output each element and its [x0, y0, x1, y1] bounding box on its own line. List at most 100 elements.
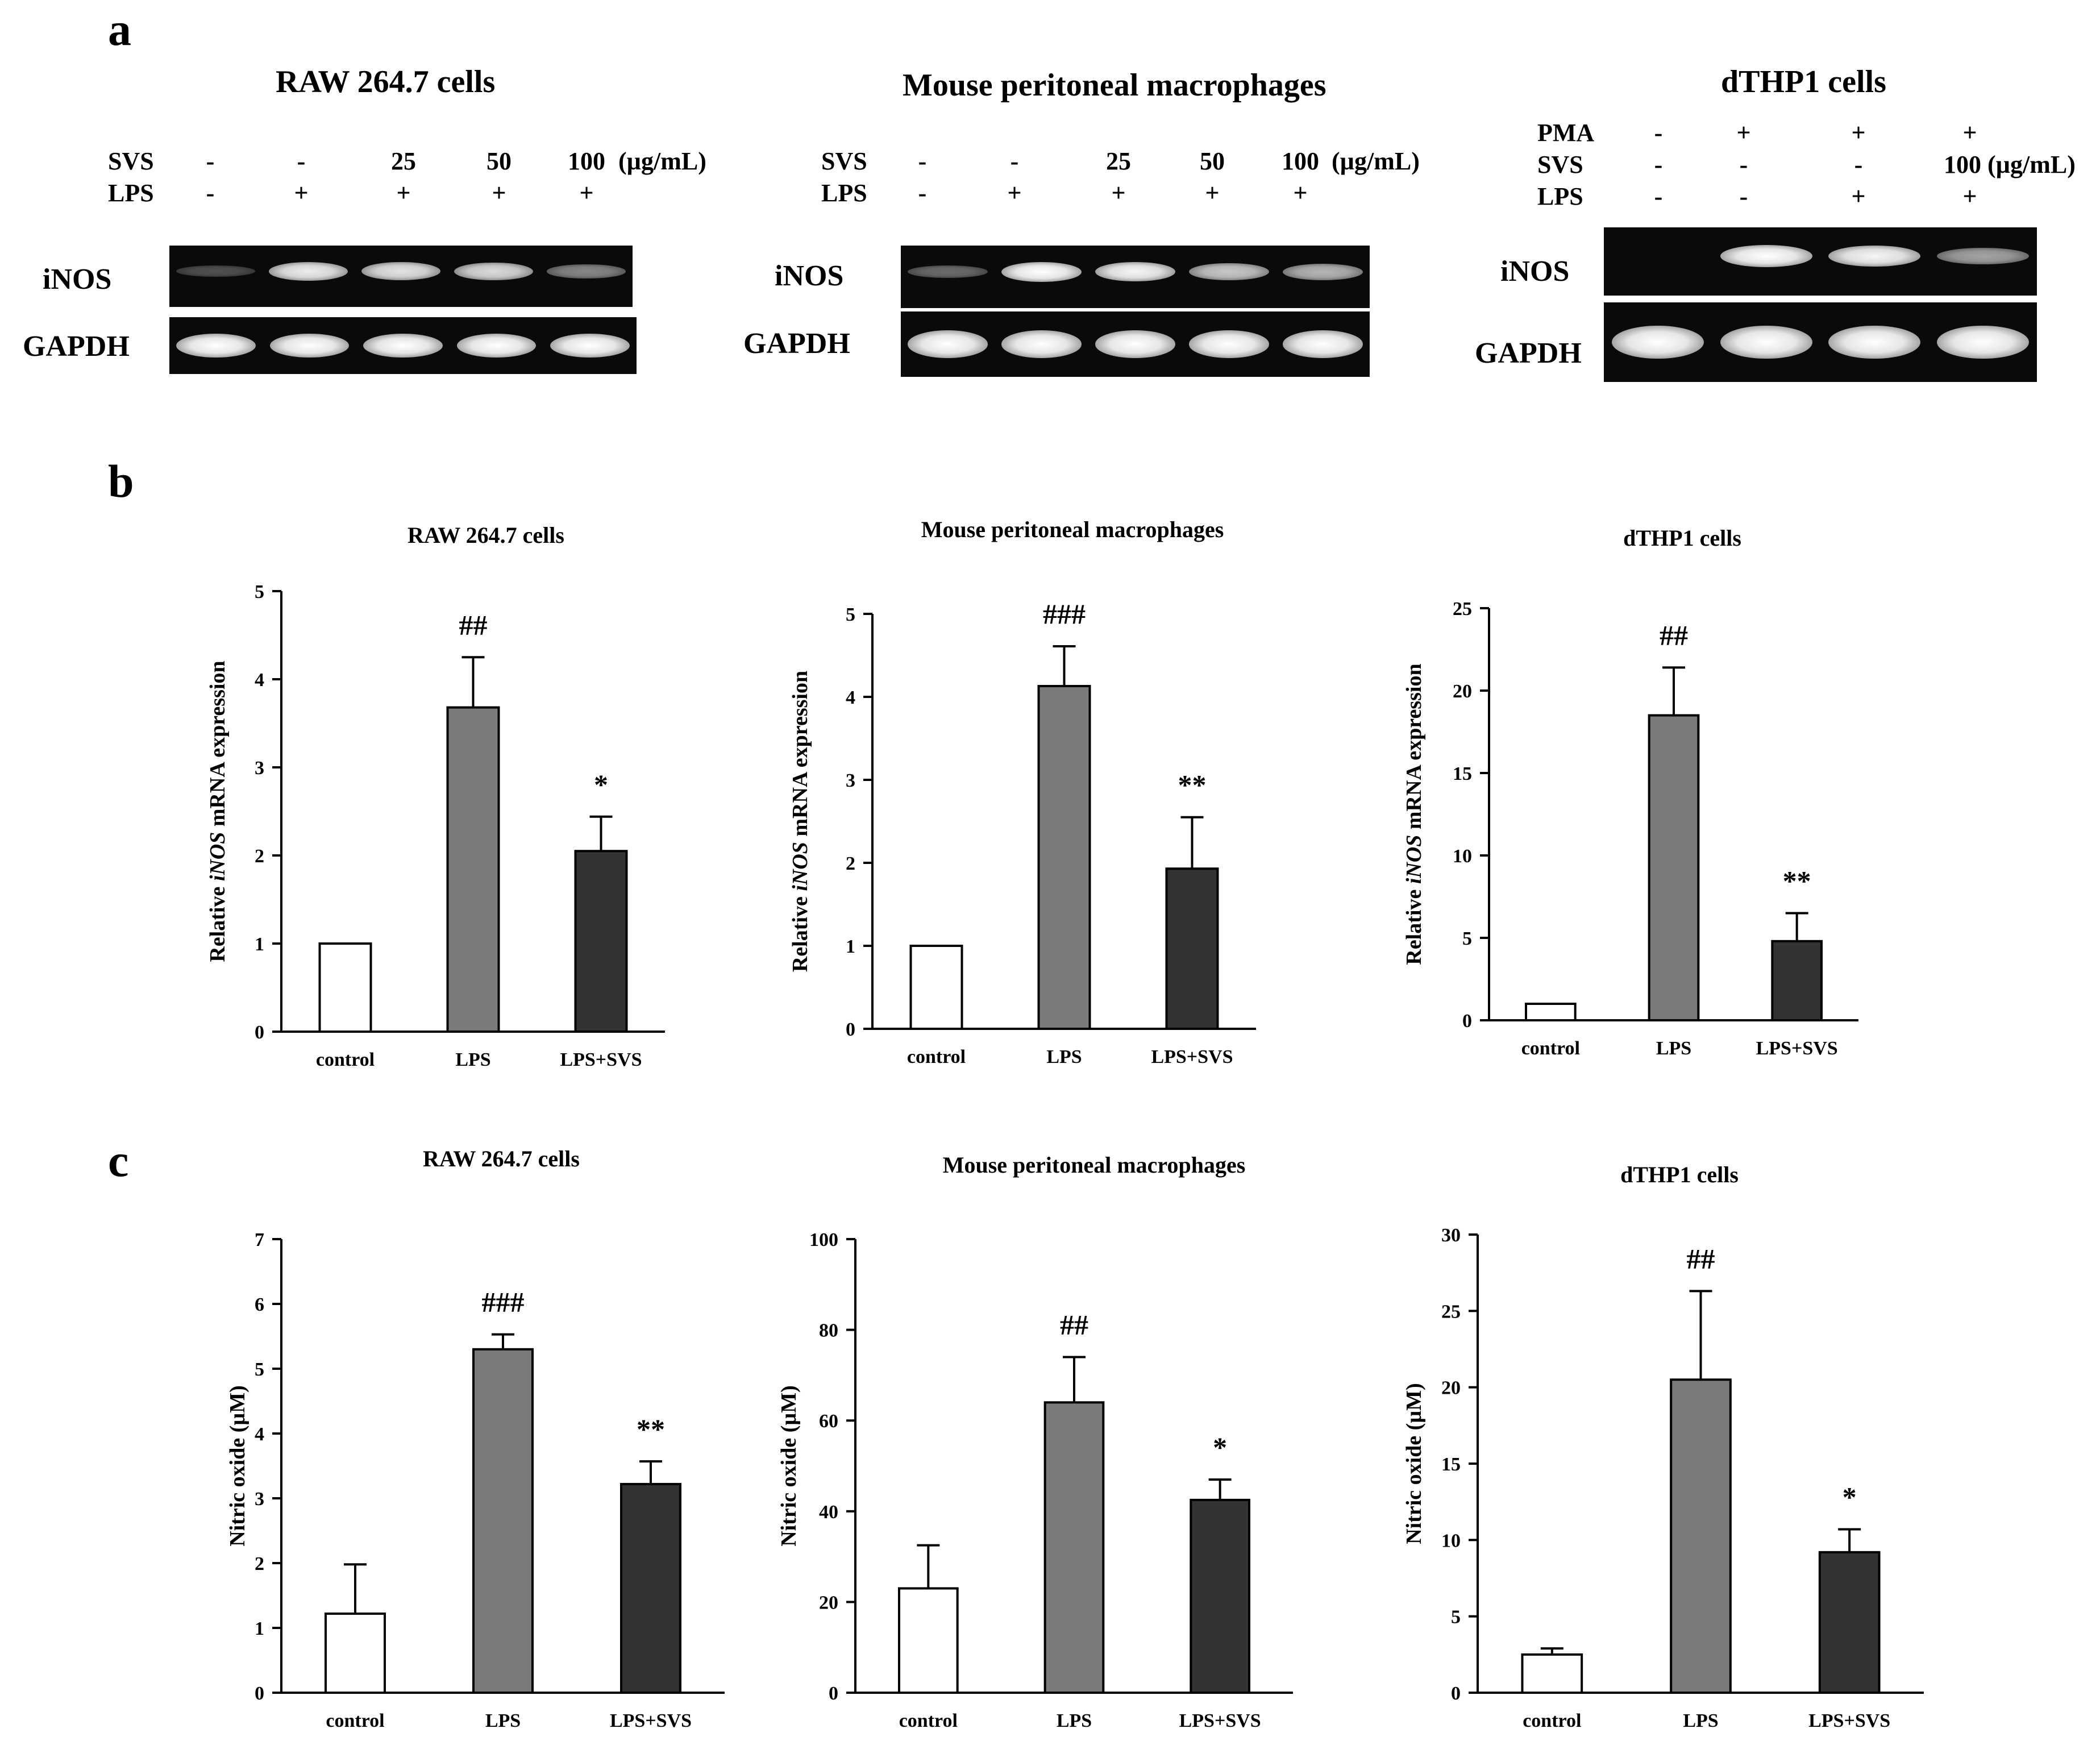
- chart-title: RAW 264.7 cells: [407, 522, 564, 548]
- condition-value: -: [206, 147, 215, 175]
- x-tick-label: control: [326, 1710, 384, 1731]
- inos-band: [269, 261, 348, 281]
- bar-lps: [472, 1348, 534, 1694]
- x-tick-label: LPS+SVS: [610, 1710, 692, 1731]
- gapdh-band: [1095, 330, 1175, 358]
- bar-control: [1525, 1003, 1577, 1021]
- x-tick-label: LPS: [1046, 1046, 1082, 1067]
- condition-value: +: [1205, 179, 1220, 207]
- condition-label-svs: SVS: [821, 147, 867, 175]
- gapdh-band: [269, 334, 350, 358]
- x-tick-label: control: [1523, 1710, 1581, 1731]
- condition-value: -: [918, 147, 927, 175]
- gel-image-inos: [1604, 227, 2037, 296]
- y-tick-label: 3: [255, 1489, 264, 1510]
- inos-band: [1283, 263, 1363, 280]
- condition-value: -: [918, 179, 927, 207]
- x-tick-label: control: [316, 1049, 375, 1070]
- condition-value: +: [294, 179, 309, 207]
- gene-label-gapdh: GAPDH: [23, 330, 130, 363]
- gapdh-band: [1001, 330, 1082, 358]
- condition-label-lps: LPS: [1537, 182, 1583, 210]
- condition-label-svs: SVS: [1537, 151, 1583, 178]
- gene-label-gapdh: GAPDH: [743, 327, 850, 360]
- chart-title: RAW 264.7 cells: [423, 1146, 580, 1171]
- significance-mark: *: [1843, 1481, 1857, 1513]
- gapdh-band: [550, 334, 630, 358]
- condition-value: -: [1654, 119, 1663, 147]
- inos-band: [1189, 263, 1269, 281]
- gapdh-band: [363, 334, 443, 358]
- y-tick-label: 20: [819, 1592, 838, 1613]
- y-tick-label: 3: [846, 770, 855, 791]
- gapdh-band: [1283, 330, 1363, 358]
- gel-image-inos: [901, 246, 1370, 308]
- y-tick-label: 4: [255, 670, 264, 691]
- bar-control: [318, 942, 372, 1033]
- y-tick-label: 20: [1441, 1378, 1461, 1399]
- gene-label-gapdh: GAPDH: [1475, 337, 1582, 369]
- y-tick-label: 3: [255, 758, 264, 779]
- gapdh-band: [1612, 325, 1704, 359]
- condition-value: 100: [1282, 147, 1319, 175]
- y-tick-label: 15: [1441, 1454, 1461, 1475]
- y-tick-label: 7: [255, 1229, 264, 1250]
- y-tick-label: 0: [846, 1019, 855, 1040]
- significance-mark: ##: [1687, 1243, 1715, 1274]
- inos-band: [1001, 261, 1082, 282]
- condition-value: 50: [1200, 147, 1225, 175]
- condition-value: -: [1654, 182, 1663, 210]
- condition-value: -: [1654, 151, 1663, 178]
- significance-mark: *: [594, 768, 608, 800]
- x-tick-label: LPS: [485, 1710, 521, 1731]
- gel-image-gapdh: [1604, 302, 2037, 382]
- y-axis-label: Nitric oxide (µM): [226, 1385, 249, 1547]
- condition-value: -: [297, 147, 306, 175]
- bar-lps-svs: [1165, 867, 1219, 1030]
- panel-letter-c: c: [108, 1135, 129, 1186]
- condition-label-lps: LPS: [108, 179, 154, 207]
- significance-mark: *: [1213, 1431, 1227, 1463]
- condition-label-lps: LPS: [821, 179, 867, 207]
- x-tick-label: LPS+SVS: [1151, 1046, 1233, 1067]
- y-axis-label: Relative iNOS mRNA expression: [206, 660, 230, 962]
- x-tick-label: LPS+SVS: [560, 1049, 642, 1070]
- y-tick-label: 2: [255, 1553, 264, 1574]
- bar-lps: [1648, 714, 1700, 1021]
- x-tick-label: LPS+SVS: [1808, 1710, 1890, 1731]
- bar-lps-svs: [1190, 1498, 1250, 1694]
- y-tick-label: 1: [255, 1618, 264, 1639]
- y-tick-label: 0: [1462, 1011, 1472, 1032]
- gel-title: Mouse peritoneal macrophages: [903, 68, 1326, 103]
- panel-letter-a: a: [108, 3, 131, 55]
- condition-value: -: [1010, 147, 1019, 175]
- gene-label-inos: iNOS: [43, 263, 112, 296]
- y-tick-label: 25: [1453, 599, 1472, 620]
- chart-title: dTHP1 cells: [1623, 525, 1741, 551]
- gel-image-inos: [169, 246, 633, 307]
- significance-mark: **: [1178, 769, 1207, 801]
- gapdh-band: [1828, 325, 1921, 359]
- inos-band: [908, 265, 988, 279]
- x-tick-label: LPS+SVS: [1179, 1710, 1261, 1731]
- condition-value: 100 (µg/mL): [1944, 151, 2076, 178]
- condition-value: +: [1007, 179, 1022, 207]
- inos-band: [454, 262, 533, 281]
- condition-value: -: [1739, 182, 1748, 210]
- condition-value: +: [1962, 182, 1977, 210]
- condition-value: 50: [486, 147, 512, 175]
- significance-mark: ##: [1660, 619, 1688, 651]
- condition-value: 100: [568, 147, 605, 175]
- x-tick-label: LPS: [1057, 1710, 1092, 1731]
- y-tick-label: 0: [829, 1683, 838, 1704]
- condition-value: +: [1851, 119, 1866, 147]
- y-tick-label: 15: [1453, 763, 1472, 784]
- y-tick-label: 5: [255, 581, 264, 603]
- bar-lps: [1037, 685, 1091, 1030]
- bar-control: [909, 945, 963, 1030]
- condition-value: -: [206, 179, 215, 207]
- gene-label-inos: iNOS: [775, 260, 844, 292]
- condition-value: 25: [391, 147, 416, 175]
- y-tick-label: 2: [846, 853, 855, 874]
